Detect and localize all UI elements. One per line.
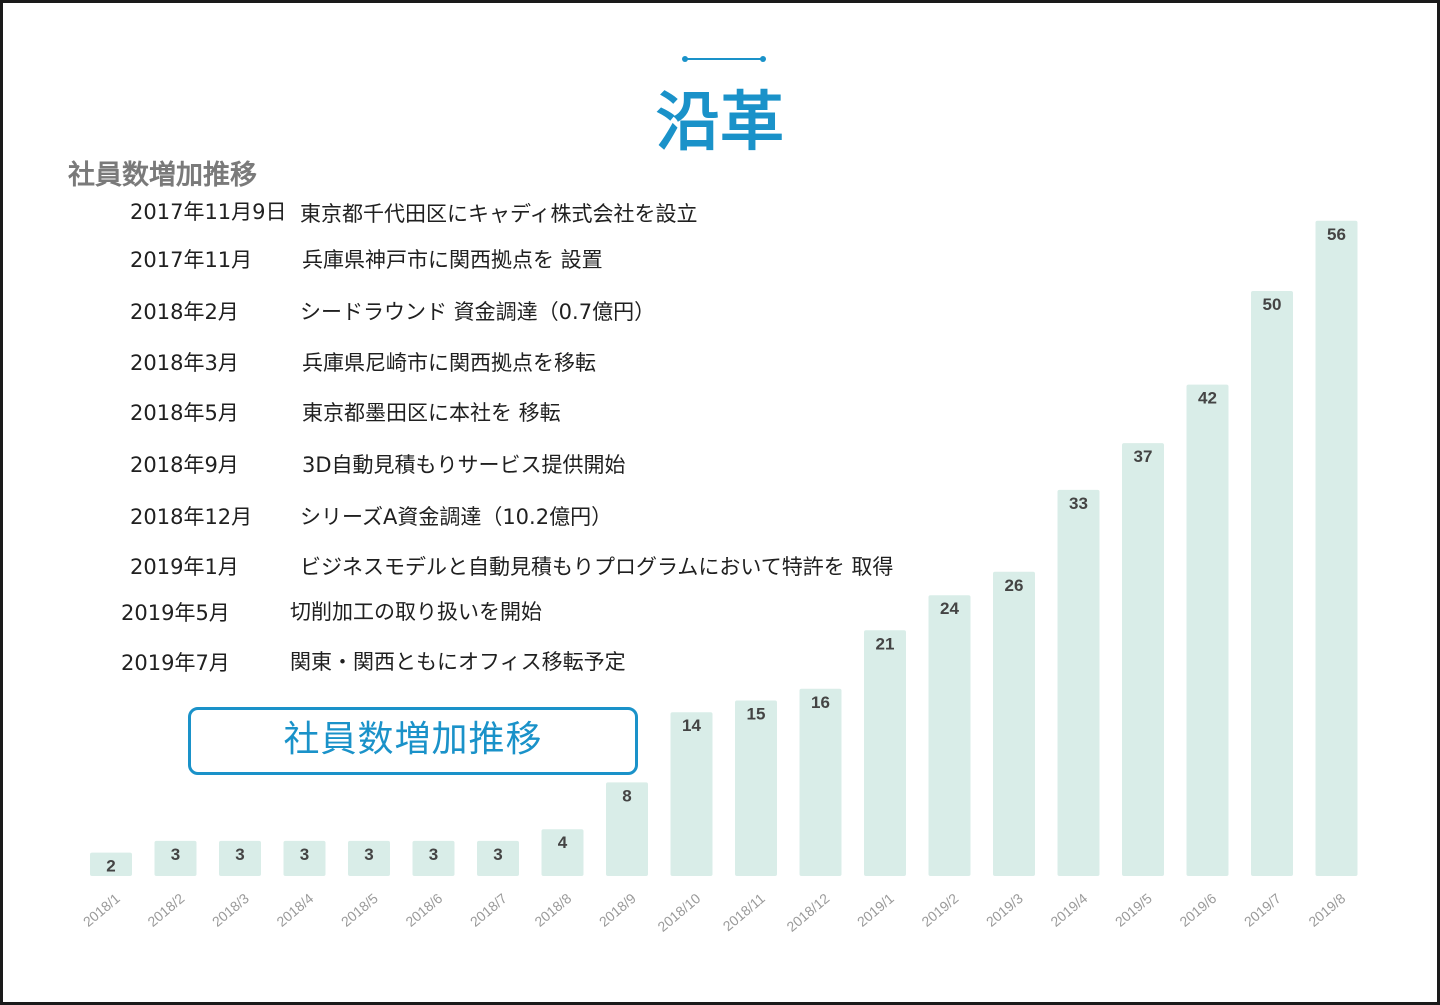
bar-value-label: 16	[811, 693, 830, 712]
bar-value-label: 42	[1198, 389, 1217, 408]
bar-2019/4	[1057, 489, 1100, 876]
timeline-date: 2018年9月	[130, 453, 239, 477]
bar-2019/2	[928, 595, 971, 876]
x-tick-label: 2018/8	[531, 890, 574, 930]
bar-2018/4	[283, 840, 326, 876]
bar-2018/8	[541, 829, 584, 876]
x-axis-ticks-layer: 2018/1 2018/2 2018/3 2018/4 2018/5 2018/6 2018…	[80, 890, 1349, 935]
timeline-date: 2019年5月	[121, 601, 230, 625]
timeline-date: 2018年12月	[130, 505, 253, 529]
timeline-event: 3D自動見積もりサービス提供開始	[302, 453, 626, 477]
timeline-date: 2018年2月	[130, 300, 239, 324]
bar-2019/3	[993, 571, 1035, 876]
page-title: 沿革	[656, 86, 784, 160]
bar-2018/11	[735, 700, 777, 876]
x-tick-label: 2019/6	[1176, 890, 1219, 930]
bar-2018/7	[477, 840, 519, 876]
x-tick-label: 2019/2	[918, 890, 961, 930]
timeline-event: 兵庫県尼崎市に関西拠点を移転	[302, 351, 596, 375]
title-decoration-line	[682, 56, 766, 62]
bar-2019/5	[1122, 443, 1164, 876]
decoration-dot-right	[760, 56, 766, 62]
bar-value-label: 56	[1327, 225, 1346, 244]
x-tick-label: 2018/5	[338, 890, 381, 930]
bar-value-label: 24	[940, 599, 959, 618]
bar-value-label: 21	[876, 634, 895, 653]
decoration-dot-left	[682, 56, 688, 62]
x-tick-label: 2018/3	[209, 890, 252, 930]
timeline-event: 関東・関西ともにオフィス移転予定	[290, 650, 626, 674]
bar-2019/1	[864, 630, 906, 876]
bar-value-label: 3	[235, 845, 244, 864]
x-tick-label: 2018/9	[596, 890, 639, 930]
bar-value-label: 3	[171, 845, 180, 864]
timeline-date: 2018年5月	[130, 401, 239, 425]
timeline-event: 切削加工の取り扱いを開始	[290, 600, 542, 624]
bar-2018/2	[154, 840, 197, 876]
timeline-event: 東京都墨田区に本社を 移転	[302, 401, 561, 425]
bar-value-label: 14	[682, 716, 701, 735]
timeline-date: 2019年7月	[121, 651, 230, 675]
bar-2018/9	[606, 782, 648, 876]
x-tick-label: 2018/6	[402, 890, 445, 930]
timeline-event: ビジネスモデルと自動見積もりプログラムにおいて特許を 取得	[300, 555, 894, 579]
x-tick-label: 2018/7	[467, 890, 510, 930]
x-tick-label: 2018/12	[783, 890, 832, 935]
x-tick-label: 2019/8	[1305, 890, 1348, 930]
bar-2018/12	[799, 688, 842, 876]
timeline-event: シリーズA資金調達（10.2億円）	[300, 505, 613, 529]
timeline-date: 2019年1月	[130, 555, 239, 579]
timeline-date: 2017年11月9日	[130, 200, 287, 224]
x-tick-label: 2018/11	[720, 890, 768, 934]
x-tick-label: 2019/4	[1047, 890, 1090, 930]
timeline-date: 2017年11月	[130, 248, 253, 272]
bar-value-label: 15	[747, 705, 766, 724]
bar-2018/5	[348, 840, 390, 876]
bar-2019/8	[1315, 220, 1358, 877]
bar-2018/3	[219, 840, 261, 876]
bar-2018/10	[670, 712, 713, 876]
bar-2019/6	[1186, 384, 1229, 876]
bar-2018/1	[90, 852, 132, 876]
bar-value-label: 50	[1263, 295, 1282, 314]
bar-value-label: 3	[364, 845, 373, 864]
bar-value-label: 2	[106, 857, 115, 876]
bar-value-label: 3	[429, 845, 438, 864]
x-tick-label: 2018/4	[273, 890, 316, 930]
x-tick-label: 2019/7	[1241, 890, 1284, 930]
timeline-event: 東京都千代田区にキャディ株式会社を設立	[300, 202, 698, 226]
x-tick-label: 2018/10	[654, 890, 703, 935]
x-tick-label: 2019/5	[1112, 890, 1155, 930]
timeline-date: 2018年3月	[130, 351, 239, 375]
bar-value-label: 4	[558, 833, 568, 852]
x-tick-label: 2018/2	[144, 890, 187, 930]
bar-value-label: 3	[493, 845, 502, 864]
timeline-event: シードラウンド 資金調達（0.7億円）	[300, 300, 656, 324]
timeline-event: 兵庫県神戸市に関西拠点を 設置	[302, 248, 603, 272]
bar-value-label: 8	[622, 786, 631, 805]
x-tick-label: 2019/3	[983, 890, 1026, 930]
x-tick-label: 2018/1	[80, 890, 123, 930]
callout-box: 社員数増加推移	[188, 707, 638, 775]
bar-value-label: 3	[300, 845, 309, 864]
bar-2018/6	[412, 840, 455, 876]
bars-layer	[90, 220, 1358, 877]
chart-subtitle: 社員数増加推移	[68, 160, 257, 191]
bar-value-label: 33	[1069, 494, 1088, 513]
bar-2019/7	[1251, 291, 1293, 876]
x-tick-label: 2019/1	[854, 890, 897, 930]
bar-value-label: 26	[1005, 576, 1024, 595]
decoration-bar	[684, 58, 764, 60]
bar-value-label: 37	[1134, 447, 1153, 466]
